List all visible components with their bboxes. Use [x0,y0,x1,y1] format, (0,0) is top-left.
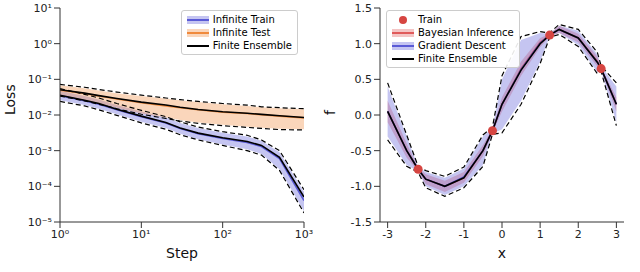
svg-text:-1: -1 [458,228,469,241]
svg-text:10²: 10² [213,228,231,241]
svg-text:-2: -2 [420,228,431,241]
svg-text:f: f [322,109,338,115]
svg-text:10³: 10³ [295,228,313,241]
svg-text:10⁻⁴: 10⁻⁴ [28,180,53,193]
svg-text:10⁰: 10⁰ [51,228,70,241]
svg-text:Step: Step [166,245,198,261]
html-text:Infinite Test: Infinite Test [212,27,271,38]
svg-text:10⁻³: 10⁻³ [28,145,52,158]
svg-text:-0.5: -0.5 [351,145,372,158]
svg-text:10⁰: 10⁰ [34,38,53,51]
svg-text:3: 3 [613,228,620,241]
html-text:Train: Train [418,14,442,25]
html-text:Infinite Train: Infinite Train [212,14,275,25]
html-text:Finite Ensemble: Finite Ensemble [212,40,292,51]
svg-text:1: 1 [537,228,544,241]
svg-text:1.0: 1.0 [355,38,373,51]
html-text:Gradient Descent: Gradient Descent [418,40,506,51]
svg-text:2: 2 [575,228,582,241]
svg-text:-1.5: -1.5 [351,216,372,229]
svg-text:0.5: 0.5 [355,73,373,86]
svg-text:0: 0 [499,228,506,241]
svg-text:-1.0: -1.0 [351,180,372,193]
svg-text:10¹: 10¹ [132,228,150,241]
svg-text:x: x [498,245,506,261]
svg-text:Loss: Loss [8,84,18,115]
svg-text:10⁻⁵: 10⁻⁵ [28,216,52,229]
html-text:Bayesian Inference: Bayesian Inference [418,27,514,38]
html-text:Finite Ensemble: Finite Ensemble [418,53,498,64]
svg-text:-3: -3 [382,228,393,241]
svg-text:1.5: 1.5 [355,2,373,15]
svg-text:10¹: 10¹ [34,2,52,15]
svg-text:10⁻¹: 10⁻¹ [28,73,52,86]
svg-text:0.0: 0.0 [355,109,373,122]
svg-text:10⁻²: 10⁻² [28,109,52,122]
